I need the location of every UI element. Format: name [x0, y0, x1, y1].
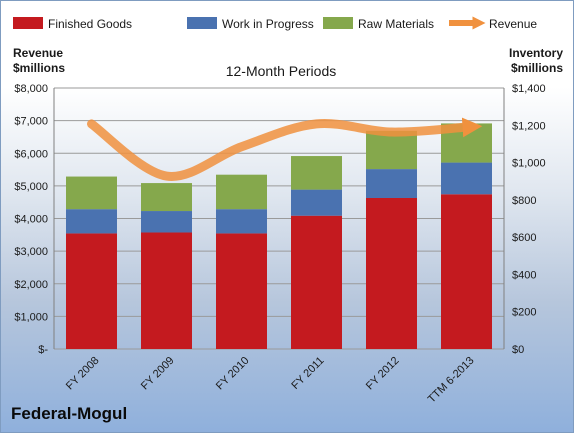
right-tick-label: $1,200	[512, 120, 546, 132]
right-axis-label-line1: Inventory	[509, 46, 563, 60]
left-tick-label: $8,000	[14, 83, 48, 95]
left-tick-label: $4,000	[14, 214, 48, 226]
legend-label-finished-goods: Finished Goods	[48, 17, 132, 31]
bar-segment-finished-goods	[441, 194, 492, 349]
left-axis-label-line1: Revenue	[13, 46, 63, 60]
bar-segment-finished-goods	[141, 232, 192, 349]
left-tick-label: $7,000	[14, 116, 48, 128]
left-axis-ticks: $- $1,000 $2,000 $3,000 $4,000 $5,000 $6,000 $7…	[14, 83, 48, 356]
left-tick-label: $1,000	[14, 311, 48, 323]
legend-swatch-raw-materials	[323, 17, 353, 29]
bar-segment-finished-goods	[366, 197, 417, 349]
legend-label-revenue: Revenue	[489, 17, 537, 31]
left-tick-label: $5,000	[14, 181, 48, 193]
right-tick-label: $200	[512, 307, 536, 319]
right-tick-label: $1,000	[512, 158, 546, 170]
chart-title: 12-Month Periods	[226, 63, 337, 79]
right-tick-label: $1,400	[512, 83, 546, 95]
legend: Finished Goods Work in Progress Raw Mate…	[13, 16, 537, 31]
right-axis-ticks: $0 $200 $400 $600 $800 $1,000 $1,200 $1,400	[512, 83, 546, 356]
revenue-line-path	[87, 117, 483, 181]
bar-segment-raw-materials	[291, 156, 342, 190]
bars	[66, 123, 492, 349]
left-tick-label: $6,000	[14, 148, 48, 160]
bar-segment-raw-materials	[216, 174, 267, 210]
bar-segment-raw-materials	[66, 176, 117, 210]
bar-segment-finished-goods	[66, 233, 117, 349]
x-tick-label: FY 2008	[64, 355, 102, 393]
bar-segment-work-in-progress	[291, 189, 342, 216]
x-tick-label: TTM 6-2013	[426, 355, 477, 406]
legend-swatch-finished-goods	[13, 17, 43, 29]
x-axis-labels: FY 2008 FY 2009 FY 2010 FY 2011 FY 2012 TTM 6…	[64, 355, 477, 406]
right-tick-label: $0	[512, 344, 524, 356]
x-tick-label: FY 2009	[139, 355, 177, 393]
right-axis-label-line2: $millions	[511, 61, 563, 75]
right-tick-label: $800	[512, 195, 536, 207]
left-axis-label-line2: $millions	[13, 61, 65, 75]
left-tick-label: $3,000	[14, 246, 48, 258]
bar-segment-finished-goods	[291, 215, 342, 349]
right-tick-label: $600	[512, 232, 536, 244]
legend-swatch-work-in-progress	[187, 17, 217, 29]
bar-segment-work-in-progress	[66, 209, 117, 234]
bar-segment-finished-goods	[216, 233, 267, 349]
company-name: Federal-Mogul	[11, 404, 128, 423]
right-tick-label: $400	[512, 269, 536, 281]
bar-segment-work-in-progress	[366, 169, 417, 198]
x-tick-label: FY 2011	[289, 355, 326, 392]
legend-label-work-in-progress: Work in Progress	[222, 17, 314, 31]
bar-segment-work-in-progress	[141, 211, 192, 233]
bar-segment-work-in-progress	[441, 162, 492, 195]
gridlines	[53, 87, 505, 350]
bar-segment-raw-materials	[141, 183, 192, 212]
x-tick-label: FY 2012	[364, 355, 402, 393]
bar-segment-raw-materials	[366, 130, 417, 170]
revenue-line	[87, 117, 483, 181]
left-tick-label: $2,000	[14, 279, 48, 291]
x-tick-label: FY 2010	[214, 355, 252, 393]
bar-segment-work-in-progress	[216, 209, 267, 234]
left-tick-label: $-	[38, 344, 48, 356]
legend-label-raw-materials: Raw Materials	[358, 17, 434, 31]
